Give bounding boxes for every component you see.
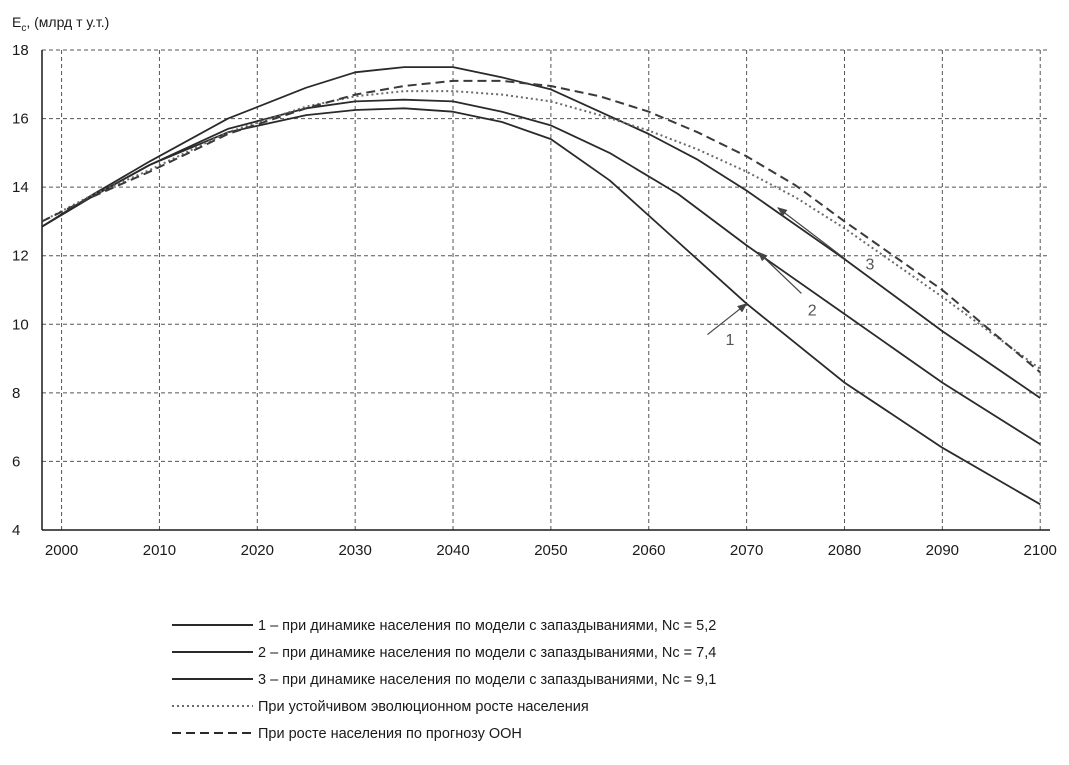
series-line-4 (41, 90, 1041, 370)
legend: 1 – при динамике населения по модели с з… (172, 618, 716, 742)
y-tick-label: 16 (12, 111, 29, 128)
callout-label-1: 1 (726, 332, 735, 349)
x-tick-label: 2070 (730, 542, 763, 559)
y-tick-label: 10 (12, 316, 29, 333)
series-line-2 (41, 98, 1041, 446)
legend-entry-1: 1 – при динамике населения по модели с з… (258, 618, 716, 634)
x-tick-label: 2100 (1024, 542, 1057, 559)
y-tick-label: 4 (12, 522, 20, 539)
x-tick-label: 2080 (828, 542, 861, 559)
callout-arrow-2 (757, 251, 802, 294)
axes (41, 50, 1050, 531)
x-tick-label: 2050 (534, 542, 567, 559)
y-tick-label: 6 (12, 453, 20, 470)
series-line-5 (41, 79, 1041, 374)
y-axis-label: Ec, (млрд т у.т.) (12, 14, 109, 34)
x-tick-label: 2090 (926, 542, 959, 559)
series-lines (41, 66, 1041, 506)
x-tick-label: 2020 (241, 542, 274, 559)
x-tick-label: 2000 (45, 542, 78, 559)
y-tick-label: 12 (12, 248, 29, 265)
callout-arrow-1 (707, 303, 748, 336)
callout-label-2: 2 (808, 303, 817, 320)
x-tick-label: 2030 (338, 542, 371, 559)
x-tick-label: 2040 (436, 542, 469, 559)
legend-entry-5: При росте населения по прогнозу ООН (258, 726, 522, 742)
legend-entry-4: При устойчивом эволюционном росте населе… (258, 699, 589, 715)
y-axis-label-subscript: c (21, 23, 26, 34)
series-line-1 (41, 107, 1041, 506)
y-axis-label-unit: , (млрд т у.т.) (26, 14, 109, 30)
legend-entry-3: 3 – при динамике населения по модели с з… (258, 672, 716, 688)
y-tick-label: 8 (12, 385, 20, 402)
y-axis-label-main: E (12, 14, 21, 30)
y-tick-label: 14 (12, 179, 29, 196)
callout-label-3: 3 (865, 256, 874, 273)
grid-lines (42, 49, 1050, 530)
y-tick-label: 18 (12, 42, 29, 59)
legend-entry-2: 2 – при динамике населения по модели с з… (258, 645, 716, 661)
x-tick-label: 2010 (143, 542, 176, 559)
series-line-3 (41, 66, 1041, 399)
tick-labels: 2000 2010 2020 2030 2040 2050 2060 2070 2080 2090… (12, 42, 1057, 559)
series-callouts: 1 2 3 (707, 207, 874, 349)
callout-arrow-3 (777, 207, 846, 260)
x-tick-label: 2060 (632, 542, 665, 559)
